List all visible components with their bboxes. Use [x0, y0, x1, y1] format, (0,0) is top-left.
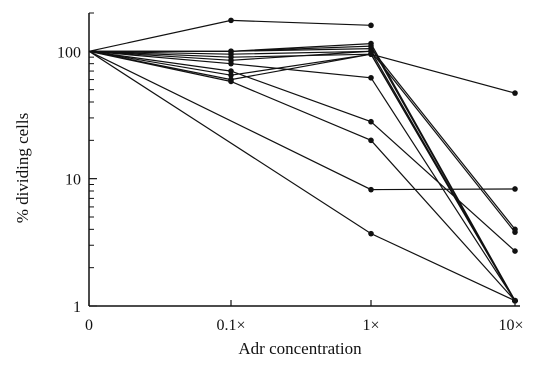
- series-13: [88, 50, 518, 193]
- series-11: [88, 50, 518, 304]
- data-point: [512, 186, 518, 192]
- series-line: [88, 50, 516, 302]
- data-point: [228, 78, 234, 85]
- data-point: [512, 297, 518, 304]
- x-tick-label: 1×: [362, 317, 379, 334]
- series-line: [88, 19, 372, 52]
- series-line: [88, 50, 516, 302]
- series-14: [88, 50, 518, 304]
- data-point: [228, 60, 234, 67]
- x-tick-label: 0: [85, 317, 93, 334]
- series-line: [88, 50, 516, 94]
- y-tick-label: 10: [65, 172, 81, 189]
- data-point: [512, 90, 518, 96]
- series-2: [89, 40, 518, 304]
- x-axis-label: Adr concentration: [238, 339, 362, 358]
- y-axis: % dividing cells: [13, 13, 90, 306]
- series-6: [88, 50, 518, 304]
- series-1: [88, 17, 374, 52]
- data-point: [228, 17, 234, 24]
- series-group: [88, 17, 518, 304]
- data-point: [368, 137, 374, 144]
- data-point: [368, 22, 374, 29]
- y-tick-label: 1: [73, 299, 81, 316]
- y-tick-label: 100: [57, 44, 81, 61]
- x-ticks: 0 0.1× 1× 10×: [85, 300, 524, 334]
- data-point: [512, 229, 518, 235]
- series-line: [88, 50, 516, 302]
- series-12: [88, 50, 518, 304]
- series-10: [88, 50, 518, 96]
- series-line: [88, 50, 516, 252]
- x-tick-label: 0.1×: [216, 317, 245, 334]
- series-4: [89, 45, 518, 233]
- data-point: [368, 74, 374, 81]
- series-line: [88, 50, 516, 302]
- series-line: [88, 50, 516, 233]
- data-point: [368, 230, 374, 237]
- series-8: [88, 50, 518, 304]
- series-line: [88, 50, 516, 191]
- series-line: [88, 50, 516, 302]
- data-point: [368, 118, 374, 125]
- series-line: [89, 45, 516, 301]
- data-point: [368, 186, 374, 193]
- y-ticks: 1 10 100: [57, 12, 97, 316]
- x-tick-label: 10×: [498, 317, 523, 334]
- series-9: [88, 50, 518, 254]
- data-point: [228, 72, 234, 78]
- data-point: [368, 51, 374, 57]
- series-line: [89, 47, 516, 230]
- series-7: [88, 48, 518, 304]
- data-point: [512, 248, 518, 254]
- data-point: [228, 68, 234, 74]
- y-axis-label: % dividing cells: [13, 113, 32, 223]
- x-axis: Adr concentration: [89, 305, 520, 358]
- series-line: [88, 50, 516, 302]
